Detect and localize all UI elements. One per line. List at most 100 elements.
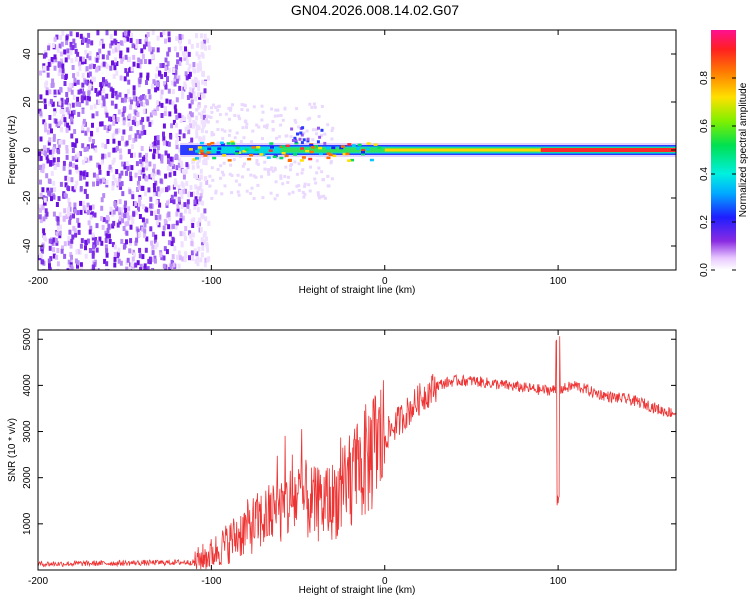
noise-cell [127, 79, 131, 85]
noise-cell [166, 200, 169, 206]
noise-cell [160, 154, 164, 160]
noise-cell [128, 56, 131, 62]
noise-cell [156, 140, 160, 146]
noise-cell [178, 61, 182, 66]
halo-cell [261, 110, 265, 114]
halo-cell [279, 176, 283, 180]
noise-cell [145, 34, 148, 40]
noise-cell [197, 102, 201, 108]
noise-cell [169, 263, 173, 269]
noise-cell [43, 98, 47, 104]
noise-cell [197, 86, 201, 92]
noise-cell [91, 113, 95, 119]
noise-cell [175, 220, 179, 226]
noise-cell [51, 82, 55, 88]
noise-cell [130, 144, 134, 150]
noise-cell [205, 236, 208, 242]
halo-cell [274, 108, 278, 112]
noise-cell [126, 88, 130, 94]
signal-blotch [309, 150, 314, 154]
signal-blotch [308, 157, 313, 161]
noise-cell [151, 244, 155, 250]
signal-blotch [272, 155, 277, 159]
halo-cell [198, 156, 202, 160]
noise-cell [128, 113, 132, 119]
noise-cell [184, 126, 188, 132]
noise-cell [188, 103, 192, 109]
noise-cell [103, 125, 107, 130]
halo-cell [313, 105, 317, 109]
noise-cell [72, 73, 76, 79]
noise-cell [168, 231, 172, 237]
noise-cell [100, 197, 104, 203]
noise-cell [157, 191, 161, 197]
noise-cell [57, 149, 61, 155]
noise-cell [173, 191, 177, 197]
noise-cell [191, 164, 195, 170]
halo-cell [265, 123, 269, 127]
noise-cell [79, 151, 82, 157]
noise-cell [185, 60, 189, 65]
noise-cell [105, 180, 109, 185]
noise-cell [68, 82, 72, 88]
noise-cell [76, 260, 80, 266]
halo-cell [276, 108, 280, 112]
halo-cell [209, 116, 213, 119]
halo-cell [223, 184, 227, 188]
noise-cell [192, 91, 196, 97]
noise-cell [118, 219, 122, 225]
noise-cell [66, 211, 70, 217]
noise-cell [167, 141, 171, 147]
noise-cell [57, 142, 61, 148]
halo-cell [320, 170, 324, 174]
noise-cell [188, 230, 192, 236]
x-tick-label: 100 [550, 576, 567, 587]
signal-blotch [206, 151, 211, 154]
noise-cell [184, 226, 188, 231]
noise-cell [67, 197, 71, 203]
noise-cell [47, 178, 51, 184]
noise-cell [117, 128, 121, 133]
noise-cell [121, 191, 125, 197]
noise-cell [52, 136, 56, 142]
noise-cell [117, 258, 121, 264]
noise-cell [169, 168, 173, 174]
noise-cell [188, 255, 191, 261]
noise-cell [114, 103, 118, 109]
x-tick-label: -100 [201, 276, 221, 287]
noise-cell [65, 107, 69, 113]
noise-cell [203, 33, 207, 39]
noise-cell [166, 165, 170, 171]
signal-offshoot [318, 135, 322, 139]
halo-cell [210, 166, 214, 170]
noise-cell [63, 208, 67, 214]
noise-cell [95, 111, 99, 117]
noise-cell [132, 96, 136, 102]
noise-cell [45, 90, 49, 96]
noise-cell [48, 137, 52, 143]
noise-cell [112, 147, 116, 153]
noise-cell [180, 204, 184, 209]
noise-cell [48, 123, 52, 129]
halo-cell [252, 197, 256, 200]
noise-cell [199, 193, 203, 199]
noise-cell [44, 208, 48, 214]
noise-cell [200, 41, 204, 47]
noise-cell [70, 238, 74, 244]
noise-cell [126, 220, 130, 226]
noise-cell [53, 54, 57, 60]
noise-cell [194, 82, 198, 88]
halo-cell [281, 182, 285, 186]
noise-cell [42, 65, 46, 71]
halo-cell [214, 191, 218, 195]
signal-blotch [318, 152, 323, 156]
noise-cell [76, 263, 79, 269]
noise-cell [181, 169, 185, 174]
noise-cell [132, 85, 136, 91]
noise-cell [189, 233, 193, 239]
noise-cell [109, 86, 113, 92]
noise-cell [84, 239, 88, 245]
signal-offshoot [290, 127, 294, 131]
noise-cell [180, 241, 184, 247]
noise-cell [65, 145, 69, 150]
